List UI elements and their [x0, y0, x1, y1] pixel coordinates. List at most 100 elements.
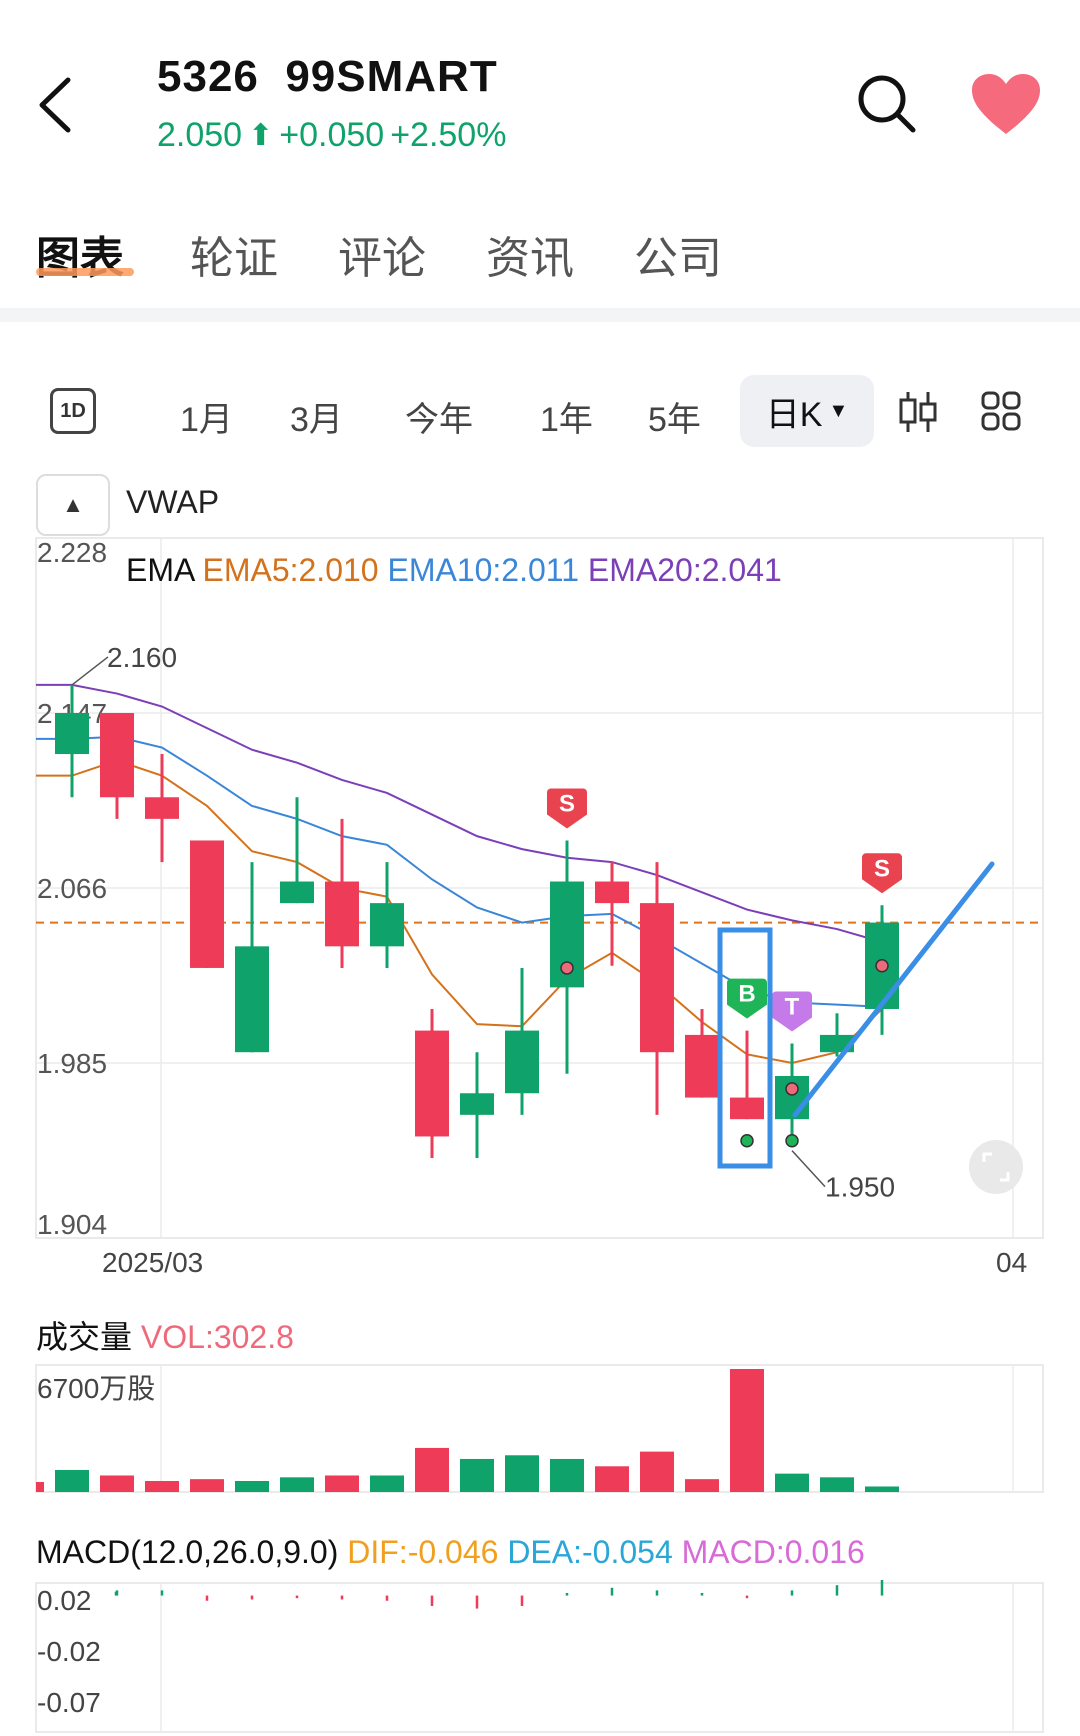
vwap-label[interactable]: VWAP: [126, 484, 220, 520]
candle: [55, 684, 89, 798]
candle-body: [100, 713, 134, 798]
macd-frame: [35, 1582, 1044, 1733]
volume-title: 成交量 VOL:302.8: [36, 1312, 294, 1358]
back-arrow-icon[interactable]: [30, 70, 90, 140]
volume-bar: [235, 1480, 269, 1492]
search-icon[interactable]: [855, 72, 917, 134]
volume-chart[interactable]: 6700万股: [0, 1362, 1080, 1512]
ema5-line: [36, 759, 883, 1065]
candle: [190, 840, 224, 968]
volume-bar: [325, 1475, 359, 1492]
range-5y[interactable]: 5年: [648, 401, 701, 439]
candle: [460, 1052, 494, 1159]
signal-badge: [862, 853, 902, 894]
stock-title: 5326 99SMART: [157, 52, 498, 101]
tab-comments[interactable]: 评论: [338, 234, 426, 283]
price-change: +0.050: [279, 116, 385, 154]
candle: [505, 967, 539, 1115]
range-daily-k-label: 日K: [765, 395, 823, 434]
active-tab-underline: [36, 268, 134, 276]
x-tick-label: 04: [996, 1247, 1027, 1278]
caret-down-icon: ▼: [828, 399, 849, 422]
signal-badge: [772, 991, 812, 1032]
tab-bar: 图表 轮证 评论 资讯 公司: [0, 210, 1080, 290]
candlestick-chart[interactable]: 2.2282.1472.0661.9851.9042.1601.950SBTS2…: [0, 530, 1080, 1280]
high-pointer: [71, 656, 109, 686]
macd-tick-label: -0.07: [37, 1687, 101, 1718]
volume-bar: [100, 1475, 134, 1492]
volume-bar: [415, 1447, 449, 1492]
price-change-pct: +2.50%: [390, 116, 507, 154]
candle-body: [145, 797, 179, 819]
stock-quote: 2.050 ⬆ +0.050 +2.50%: [157, 116, 506, 155]
signal-marker: T: [772, 991, 812, 1032]
volume-bar: [36, 1482, 44, 1492]
volume-bar: [640, 1451, 674, 1492]
range-3m[interactable]: 3月: [290, 401, 343, 439]
candle-body: [55, 713, 89, 755]
tab-warrants[interactable]: 轮证: [190, 234, 278, 283]
tab-chart[interactable]: 图表: [36, 234, 124, 283]
signal-label: S: [559, 790, 575, 817]
trade-dot: [785, 1134, 799, 1148]
ema5-value: EMA5:2.010: [202, 552, 379, 588]
volume-bar: [280, 1477, 314, 1492]
macd-chart[interactable]: 0.02 -0.02 -0.07: [0, 1580, 1080, 1736]
signal-marker: S: [547, 788, 587, 829]
expand-icon: [969, 1140, 1023, 1194]
candle: [415, 1008, 449, 1159]
trend-line: [792, 861, 995, 1118]
candle-body: [325, 881, 359, 947]
expand-glyph: [982, 1152, 1010, 1182]
ema20-value: EMA20:2.041: [587, 552, 782, 588]
range-1d[interactable]: 1D: [50, 388, 96, 434]
price: 2.050: [157, 116, 243, 154]
candlestick-icon[interactable]: [898, 390, 938, 439]
collapse-indicators-button[interactable]: ▲: [36, 474, 110, 536]
up-arrow-icon: ⬆: [248, 119, 274, 152]
candle-body: [595, 881, 629, 904]
volume-bar: [505, 1455, 539, 1492]
section-divider: [0, 308, 1080, 322]
y-tick-label: 1.985: [37, 1048, 107, 1079]
volume-value: VOL:302.8: [140, 1319, 294, 1355]
volume-bar: [190, 1479, 224, 1492]
tab-company[interactable]: 公司: [634, 234, 722, 283]
heart-icon[interactable]: [970, 72, 1042, 138]
range-1y[interactable]: 1年: [540, 401, 593, 439]
candle: [550, 840, 584, 1074]
range-daily-k[interactable]: 日K ▼: [740, 375, 874, 447]
candle-body: [235, 946, 269, 1053]
volume-bar: [685, 1479, 719, 1492]
candle-body: [280, 881, 314, 904]
candle: [235, 862, 269, 1053]
signal-badge: [727, 978, 767, 1019]
tab-news[interactable]: 资讯: [486, 234, 574, 283]
highlight-box: [717, 927, 773, 1169]
trade-dot: [785, 1082, 799, 1096]
range-ytd[interactable]: 今年: [405, 401, 473, 439]
signal-label: S: [874, 855, 890, 882]
expand-button-bg: [969, 1140, 1023, 1194]
grid-layout-icon[interactable]: [980, 390, 1022, 437]
candle-body: [190, 840, 224, 968]
candle: [730, 1030, 764, 1120]
y-tick-label: 2.066: [37, 873, 107, 904]
low-pointer: [791, 1150, 826, 1188]
candle-body: [640, 903, 674, 1053]
macd-dea: DEA:-0.054: [507, 1534, 673, 1570]
signal-label: T: [785, 994, 800, 1021]
trade-dot: [560, 961, 574, 975]
macd-dif: DIF:-0.046: [347, 1534, 499, 1570]
volume-bar: [730, 1369, 764, 1492]
macd-tick-label: 0.02: [37, 1585, 92, 1616]
high-label: 2.160: [107, 642, 177, 673]
volume-bar: [370, 1475, 404, 1492]
candle-body: [370, 903, 404, 947]
candle: [145, 754, 179, 863]
candle: [280, 797, 314, 904]
range-1m[interactable]: 1月: [180, 401, 233, 439]
candle: [325, 818, 359, 968]
candle: [685, 1008, 719, 1098]
ema20-line: [36, 683, 883, 943]
